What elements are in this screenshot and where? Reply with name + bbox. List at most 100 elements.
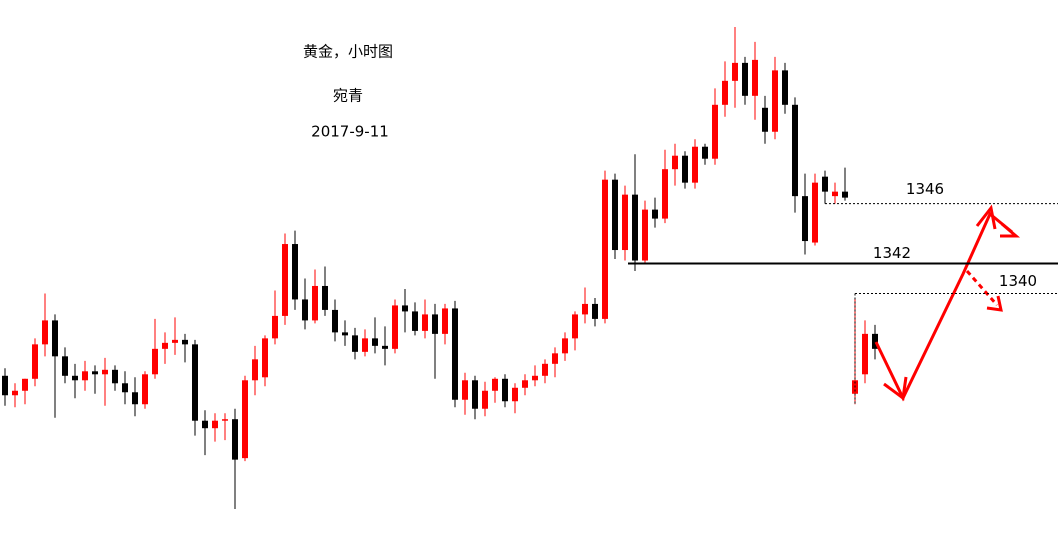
candles xyxy=(2,26,878,510)
candle-body xyxy=(712,104,718,159)
candle-body xyxy=(792,104,798,197)
author: 宛青 xyxy=(333,87,363,105)
candle-body xyxy=(722,80,728,105)
candle-body xyxy=(142,374,148,405)
candle-body xyxy=(252,359,258,381)
candle-body xyxy=(42,320,48,345)
candle-body xyxy=(582,303,588,315)
candle-body xyxy=(352,335,358,352)
candle-body xyxy=(332,309,338,333)
candle-body xyxy=(452,308,458,400)
candle-body xyxy=(612,179,618,251)
candle-body xyxy=(432,314,438,334)
candle-body xyxy=(92,371,98,375)
candle-body xyxy=(572,314,578,339)
candle-body xyxy=(222,419,228,421)
candle-body xyxy=(82,371,88,381)
candle-body xyxy=(682,155,688,183)
candle-body xyxy=(522,380,528,388)
candle-body xyxy=(382,345,388,349)
candle-body xyxy=(372,338,378,346)
candle-body xyxy=(862,333,868,375)
level-label: 1342 xyxy=(873,244,911,262)
candle-body xyxy=(182,339,188,345)
arrow-head xyxy=(1000,222,1021,238)
candle-body xyxy=(392,305,398,349)
candle-body xyxy=(812,182,818,243)
candle-body xyxy=(482,390,488,409)
candle-body xyxy=(752,59,758,96)
candle-body xyxy=(202,420,208,429)
candle-body xyxy=(822,176,828,192)
candle-body xyxy=(632,194,638,261)
candle-body xyxy=(802,196,808,242)
candle-body xyxy=(772,70,778,132)
candle-body xyxy=(652,209,658,219)
candle-body xyxy=(172,339,178,343)
candle-body xyxy=(622,194,628,251)
candle-body xyxy=(742,62,748,96)
candle-body xyxy=(462,380,468,400)
candle-body xyxy=(112,369,118,384)
candle-body xyxy=(702,146,708,159)
candle-body xyxy=(362,338,368,352)
candle-body xyxy=(872,333,878,349)
candle-body xyxy=(52,320,58,357)
candle-body xyxy=(732,62,738,81)
level-label: 1346 xyxy=(906,180,944,198)
candle-body xyxy=(232,419,238,460)
candle-body xyxy=(262,338,268,378)
candle-body xyxy=(242,380,248,459)
candle-body xyxy=(562,338,568,354)
candle-body xyxy=(32,344,38,379)
arrow-head xyxy=(975,204,997,230)
arrow-dashed xyxy=(965,270,999,306)
candle-body xyxy=(692,146,698,183)
chart-title: 黄金，小时图 xyxy=(303,43,393,61)
candle-body xyxy=(22,378,28,391)
candle-body xyxy=(512,387,518,402)
candle-body xyxy=(592,303,598,319)
candle-body xyxy=(602,179,608,319)
candle-body xyxy=(642,209,648,261)
candle-body xyxy=(72,375,78,381)
arrow-path xyxy=(874,211,1013,402)
candle-body xyxy=(322,285,328,310)
candle-body xyxy=(132,392,138,405)
candle-body xyxy=(842,191,848,198)
candle-body xyxy=(212,420,218,429)
candle-body xyxy=(422,314,428,331)
candle-body xyxy=(672,155,678,170)
candle-body xyxy=(292,244,298,300)
candle-body xyxy=(832,191,838,197)
forecast-arrows xyxy=(874,204,1021,402)
candle-body xyxy=(662,169,668,219)
candle-body xyxy=(782,70,788,105)
candle-body xyxy=(312,285,318,321)
candle-body xyxy=(272,315,278,339)
candle-body xyxy=(762,107,768,132)
candle-body xyxy=(552,353,558,364)
candle-body xyxy=(502,378,508,402)
candle-body xyxy=(532,375,538,381)
candle-body xyxy=(342,332,348,336)
level-label: 1340 xyxy=(999,272,1037,290)
candle-body xyxy=(442,308,448,334)
candle-body xyxy=(302,299,308,321)
date: 2017-9-11 xyxy=(311,123,389,141)
candle-body xyxy=(12,390,18,396)
candle-body xyxy=(2,375,8,396)
candle-body xyxy=(122,383,128,393)
candle-body xyxy=(102,369,108,375)
candle-body xyxy=(542,363,548,376)
arrow-head xyxy=(883,376,908,401)
candle-body xyxy=(152,348,158,375)
candle-body xyxy=(412,311,418,331)
candle-body xyxy=(162,342,168,349)
candle-body xyxy=(472,380,478,409)
candle-body xyxy=(192,344,198,421)
candle-body xyxy=(492,378,498,391)
arrow-head xyxy=(986,295,1003,312)
candle-body xyxy=(282,244,288,316)
